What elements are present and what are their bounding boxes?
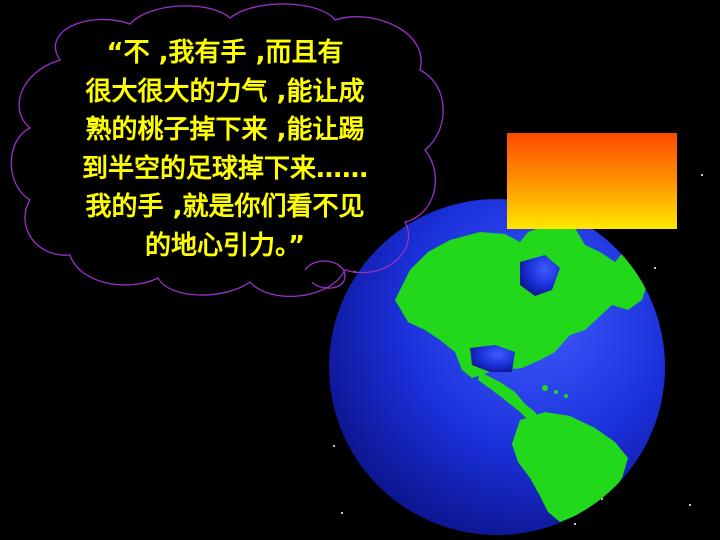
bubble-text-line: “不 ,我有手 ,而且有 [106,38,344,68]
bubble-text-line: 的地心引力。” [144,230,306,261]
star [341,512,343,514]
hudson-bay [520,255,560,296]
bubble-text-line: 我的手 ,就是你们看不见 [85,192,365,222]
thought-bubble-outline [10,3,444,298]
north-america-landmass [395,222,648,378]
star [333,445,335,447]
south-america-landmass [512,412,628,522]
star [574,523,576,525]
central-america-landmass [478,372,540,424]
star [701,174,703,176]
bubble-text-line: 到半空的足球掉下来…… [81,153,368,184]
bubble-text-line: 很大很大的力气 ,能让成 [85,76,365,107]
star [654,267,656,269]
bubble-text-line: 熟的桃子掉下来 ,能让踢 [85,115,365,145]
star [689,504,691,506]
gulf-of-mexico [470,345,515,372]
thought-bubble-text: “不 ,我有手 ,而且有 很大很大的力气 ,能让成 熟的桃子掉下来 ,能让踢 到… [40,34,410,265]
bubble-tail-circle [304,260,346,289]
gradient-rectangle [507,133,677,229]
